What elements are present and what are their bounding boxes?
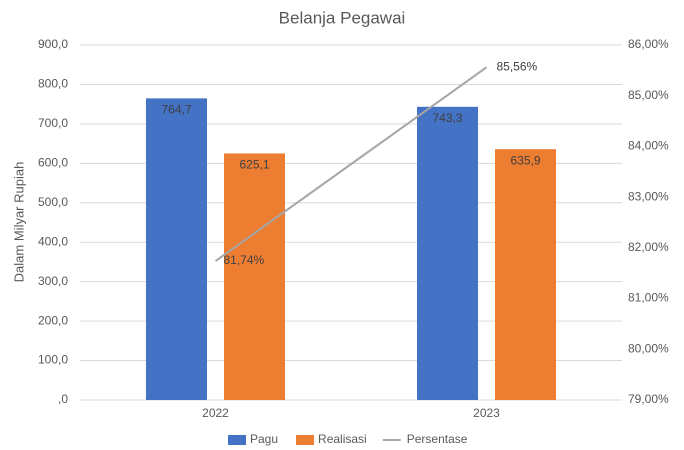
y2-tick-label: 84,00% [628, 139, 669, 153]
y-tick-label: ,0 [58, 392, 68, 406]
y-tick-label: 600,0 [38, 156, 68, 170]
y-tick-label: 400,0 [38, 234, 68, 248]
legend-label: Pagu [250, 432, 278, 446]
y2-tick-label: 83,00% [628, 189, 669, 203]
data-label: 635,9 [510, 153, 540, 167]
data-label: 764,7 [161, 103, 191, 117]
y2-tick-label: 80,00% [628, 341, 669, 355]
y2-tick-label: 82,00% [628, 240, 669, 254]
y-tick-label: 900,0 [38, 37, 68, 51]
legend-label: Persentase [407, 432, 468, 446]
y-tick-label: 300,0 [38, 274, 68, 288]
data-label: 743,3 [432, 111, 462, 125]
y2-tick-label: 86,00% [628, 37, 669, 51]
bar [495, 149, 556, 400]
bar [146, 98, 207, 400]
y2-tick-label: 85,00% [628, 88, 669, 102]
bar [224, 153, 285, 400]
y-tick-label: 700,0 [38, 116, 68, 130]
x-tick-label: 2022 [202, 406, 229, 420]
x-tick-label: 2023 [473, 406, 500, 420]
legend-swatch [296, 435, 315, 445]
data-label: 625,1 [239, 158, 269, 172]
y2-tick-label: 79,00% [628, 392, 669, 406]
chart-title: Belanja Pegawai [279, 8, 406, 27]
legend-swatch [228, 435, 246, 445]
y-tick-label: 800,0 [38, 77, 68, 91]
bar [417, 106, 478, 400]
y-tick-label: 500,0 [38, 195, 68, 209]
legend-label: Realisasi [318, 432, 367, 446]
y-tick-label: 100,0 [38, 353, 68, 367]
data-label: 81,74% [224, 253, 265, 267]
data-label: 85,56% [497, 59, 538, 73]
y2-tick-label: 81,00% [628, 291, 669, 305]
line [214, 66, 488, 262]
y-axis-label: Dalam Milyar Rupiah [11, 162, 26, 283]
y-tick-label: 200,0 [38, 313, 68, 327]
